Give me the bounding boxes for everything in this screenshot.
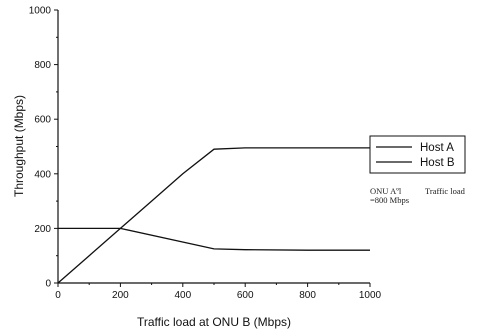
legend-label-host-b: Host B xyxy=(420,157,455,169)
x-tick-label: 200 xyxy=(112,290,129,301)
series-lines xyxy=(57,147,370,284)
annotation: ONU Aºl Traffic load =800 Mbps xyxy=(370,186,466,205)
y-tick-label: 800 xyxy=(34,60,51,71)
y-tick-label: 400 xyxy=(34,169,51,180)
y-tick-label: 1000 xyxy=(29,6,52,17)
y-axis-title: Throughput (Mbps) xyxy=(12,95,26,197)
x-tick-label: 400 xyxy=(174,290,191,301)
y-tick-label: 200 xyxy=(34,224,51,235)
legend-box xyxy=(369,135,466,174)
legend-label-host-a: Host A xyxy=(420,142,454,154)
y-tick-label: 600 xyxy=(34,115,51,126)
x-tick-label: 0 xyxy=(55,290,61,301)
annotation-traffic-label: Traffic load xyxy=(425,186,466,196)
axis-ticks: 0 200 400 600 800 1000 0 200 400 600 800 1000 xyxy=(29,6,382,302)
y-tick-label: 0 xyxy=(45,279,51,290)
x-tick-label: 1000 xyxy=(359,290,382,301)
series-line-host-a xyxy=(58,227,370,251)
x-tick-label: 800 xyxy=(299,290,316,301)
annotation-onu-label: ONU Aºl xyxy=(370,186,402,196)
legend: Host A Host B xyxy=(369,135,466,174)
annotation-load-value: =800 Mbps xyxy=(370,195,409,205)
x-tick-label: 600 xyxy=(237,290,254,301)
series-line-host-b xyxy=(57,147,370,284)
x-axis-title: Traffic load at ONU B (Mbps) xyxy=(137,315,291,329)
